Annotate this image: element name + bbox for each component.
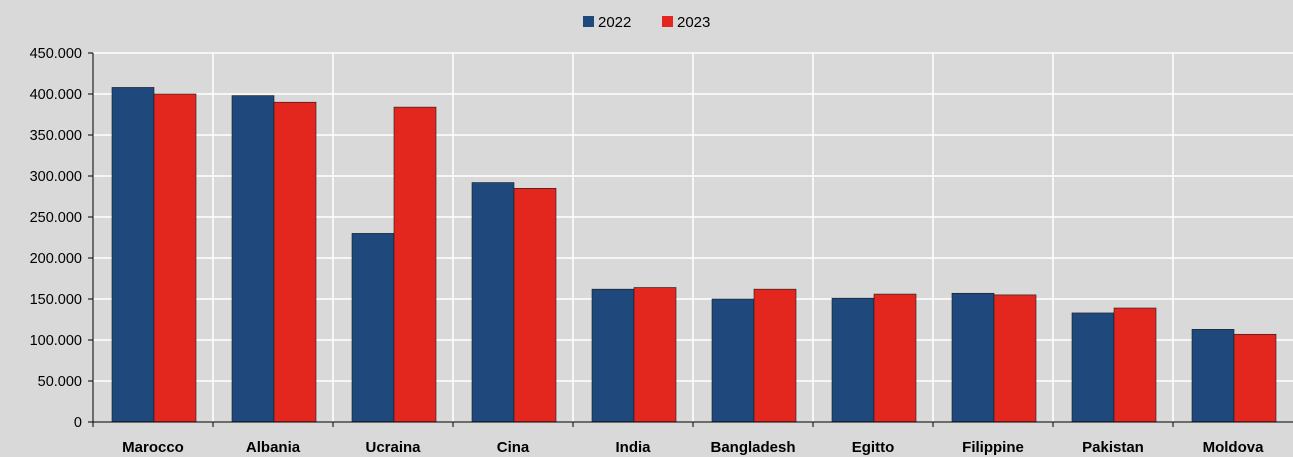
x-category-label: Egitto (852, 439, 895, 456)
x-category-label: India (615, 439, 651, 456)
x-category-label: Albania (246, 439, 301, 456)
y-tick-label: 300.000 (30, 169, 82, 185)
bar-2022 (231, 95, 275, 423)
bar-2023 (633, 287, 677, 423)
y-tick-label: 150.000 (30, 292, 82, 308)
y-tick-label: 0 (74, 415, 82, 431)
legend-label-2022: 2022 (598, 14, 631, 31)
x-category-label: Cina (497, 439, 530, 456)
x-category-label: Marocco (122, 439, 184, 456)
bar-2023 (393, 106, 437, 423)
x-category-label: Ucraina (365, 439, 421, 456)
y-tick-label: 450.000 (30, 46, 82, 62)
x-category-label: Pakistan (1082, 439, 1144, 456)
bar-2022 (111, 87, 155, 423)
axis-labels: 0 50.000 100.000 150.000 200.000 250.000 300.0… (30, 46, 1264, 456)
y-tick-label: 400.000 (30, 87, 82, 103)
legend-label-2023: 2023 (677, 14, 710, 31)
bar-2023 (993, 294, 1037, 423)
x-category-label: Bangladesh (710, 439, 795, 456)
bar-2022 (711, 298, 755, 423)
x-category-label: Filippine (962, 439, 1024, 456)
bar-2023 (1233, 333, 1277, 423)
bar-2022 (951, 292, 995, 423)
y-tick-label: 350.000 (30, 128, 82, 144)
legend: 2022 2023 (583, 14, 710, 31)
bar-2023 (153, 93, 197, 423)
bar-2022 (471, 182, 515, 423)
y-tick-label: 100.000 (30, 333, 82, 349)
legend-swatch-2022 (583, 16, 594, 27)
y-tick-label: 250.000 (30, 210, 82, 226)
bar-2023 (1113, 307, 1157, 423)
bar-2022 (1071, 312, 1115, 423)
y-tick-label: 50.000 (38, 374, 82, 390)
bar-2022 (1191, 329, 1235, 423)
y-tick-label: 200.000 (30, 251, 82, 267)
x-category-label: Moldova (1203, 439, 1264, 456)
bar-2022 (591, 288, 635, 423)
bar-2023 (513, 188, 557, 423)
bar-2023 (873, 293, 917, 423)
bar-2023 (273, 101, 317, 423)
bar-2023 (753, 288, 797, 423)
bars (111, 87, 1277, 423)
legend-swatch-2023 (662, 16, 673, 27)
axes (88, 52, 1293, 427)
bar-2022 (351, 233, 395, 423)
bar-2022 (831, 297, 875, 423)
